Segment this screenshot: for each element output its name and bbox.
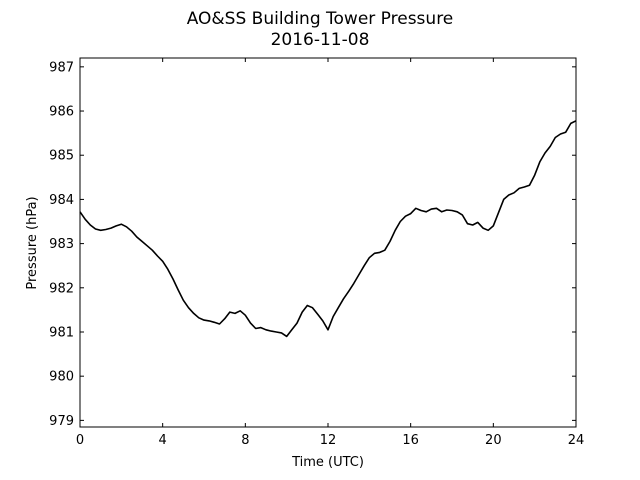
- x-tick-label: 0: [76, 433, 84, 448]
- axis-ticks: 0 4 8 12 16 20 24 979 980 981 982 983 984 985 986 987: [49, 58, 584, 448]
- chart-subtitle: 2016-11-08: [271, 30, 370, 50]
- chart-title: AO&SS Building Tower Pressure: [187, 9, 454, 29]
- x-axis-label: Time (UTC): [291, 455, 364, 470]
- y-tick-label: 981: [49, 325, 74, 340]
- y-tick-label: 980: [49, 370, 74, 385]
- y-axis-label: Pressure (hPa): [25, 196, 40, 289]
- x-tick-label: 16: [402, 433, 419, 448]
- y-tick-label: 983: [49, 237, 74, 252]
- x-tick-label: 4: [159, 433, 167, 448]
- y-tick-label: 982: [49, 281, 74, 296]
- x-tick-label: 8: [241, 433, 249, 448]
- pressure-series-line: [79, 120, 577, 338]
- plot-frame: [79, 57, 577, 428]
- x-tick-label: 20: [485, 433, 502, 448]
- y-tick-label: 979: [49, 414, 74, 429]
- y-tick-label: 987: [49, 60, 74, 75]
- y-tick-label: 984: [49, 193, 74, 208]
- x-tick-label: 12: [320, 433, 337, 448]
- y-tick-label: 985: [49, 149, 74, 164]
- y-tick-label: 986: [49, 105, 74, 120]
- x-tick-label: 24: [568, 433, 585, 448]
